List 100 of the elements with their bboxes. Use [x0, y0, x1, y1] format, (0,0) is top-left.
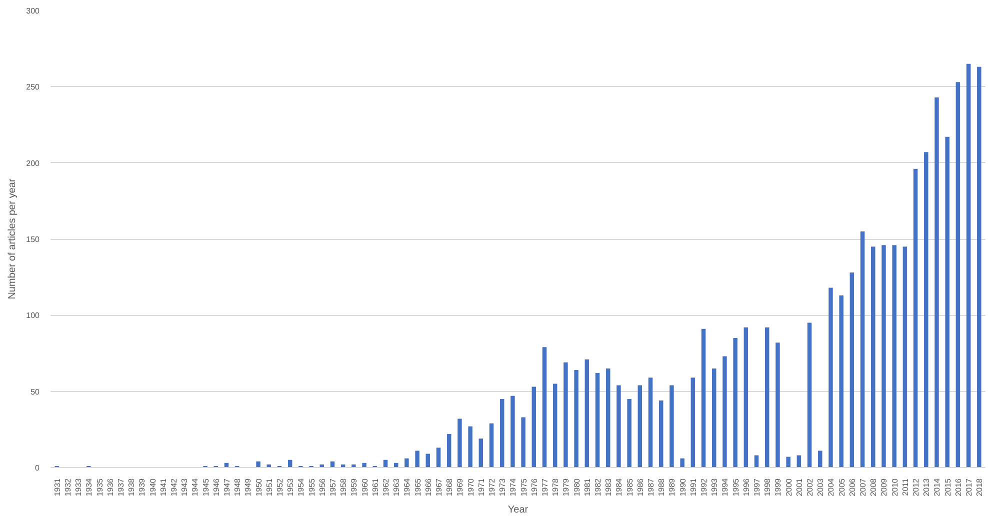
bar: [966, 64, 971, 468]
y-tick-label: 250: [26, 82, 40, 92]
x-tick-label: 2006: [848, 478, 857, 496]
x-tick-label: 1978: [551, 478, 560, 496]
x-tick-label: 1988: [657, 478, 666, 496]
x-tick-label: 1944: [190, 478, 200, 496]
bar: [712, 368, 716, 468]
bar: [765, 327, 770, 468]
x-tick-label: 1966: [424, 478, 433, 496]
x-tick-label: 1961: [370, 478, 380, 496]
x-tick-label: 2000: [784, 478, 794, 496]
x-tick-label: 2015: [943, 478, 952, 496]
x-tick-label: 2004: [826, 478, 836, 496]
bar: [860, 231, 865, 468]
x-tick-label: 1993: [710, 478, 720, 496]
x-tick-label: 1979: [562, 478, 571, 496]
bar: [807, 322, 812, 468]
x-tick-label: 2014: [932, 478, 942, 496]
bar: [902, 246, 908, 468]
bar: [542, 347, 547, 468]
x-tick-label: 1987: [646, 478, 656, 496]
x-tick-label: 2007: [858, 478, 868, 496]
x-tick-label: 1942: [169, 478, 178, 496]
x-tick-label: 1995: [731, 478, 740, 496]
bar: [446, 434, 452, 468]
x-tick-label: 2005: [837, 478, 846, 496]
x-tick-label: 1959: [350, 478, 359, 496]
x-tick-label: 2003: [816, 478, 826, 496]
x-tick-label: 1967: [434, 478, 444, 496]
x-tick-label: 2001: [794, 478, 804, 496]
bar: [606, 368, 610, 468]
bar: [256, 461, 260, 468]
y-tick-label: 200: [26, 158, 40, 168]
bar: [595, 373, 600, 468]
x-tick-label: 1998: [763, 478, 772, 496]
x-tick-label: 1984: [614, 478, 624, 496]
x-tick-label: 1971: [476, 478, 486, 496]
bar: [839, 295, 844, 468]
x-tick-label: 1946: [212, 478, 221, 496]
bar: [818, 450, 822, 468]
bar: [404, 458, 409, 468]
bar: [627, 398, 632, 468]
bar: [680, 458, 684, 468]
x-tick-label: 1936: [106, 478, 115, 496]
x-tick-label: 1977: [540, 478, 550, 496]
bar: [532, 386, 536, 468]
bar: [934, 97, 939, 468]
x-axis-title: Year: [508, 504, 529, 516]
bar: [744, 327, 748, 468]
x-tick-label: 1982: [594, 478, 603, 496]
y-axis-title: Number of articles per year: [7, 178, 18, 300]
x-tick-label: 1965: [413, 478, 422, 496]
bar: [670, 385, 674, 468]
x-tick-label: 1945: [201, 478, 210, 496]
x-tick-label: 1997: [752, 478, 762, 496]
x-tick-label: 1935: [95, 478, 104, 496]
bar: [701, 328, 706, 468]
x-tick-label: 1962: [381, 478, 390, 496]
x-tick-label: 2016: [954, 478, 963, 496]
x-tick-label: 1941: [158, 478, 168, 496]
x-tick-label: 1947: [222, 478, 232, 496]
x-tick-label: 1960: [360, 478, 370, 496]
x-tick-label: 1938: [127, 478, 136, 496]
x-tick-label: 1940: [148, 478, 158, 496]
bar: [500, 398, 504, 468]
x-tick-label: 1990: [678, 478, 688, 496]
bar: [871, 246, 876, 468]
x-tick-label: 1932: [63, 478, 72, 496]
bar: [786, 456, 790, 468]
x-tick-label: 1948: [233, 478, 242, 496]
x-tick-label: 1992: [700, 478, 709, 496]
x-tick-label: 1964: [402, 478, 412, 496]
x-tick-label: 1953: [286, 478, 296, 496]
bar: [574, 370, 578, 468]
x-tick-label: 1950: [254, 478, 264, 496]
bar: [584, 359, 590, 468]
x-tick-label: 1954: [296, 478, 306, 496]
x-tick-label: 2010: [890, 478, 900, 496]
bar: [458, 418, 462, 468]
bar: [776, 342, 780, 468]
x-tick-label: 1939: [138, 478, 147, 496]
x-tick-label: 1934: [84, 478, 94, 496]
x-tick-label: 1931: [52, 478, 62, 496]
bar: [733, 338, 738, 468]
x-tick-label: 1985: [625, 478, 634, 496]
x-tick-label: 1973: [498, 478, 508, 496]
y-tick-label: 50: [30, 387, 40, 396]
x-tick-label: 2012: [912, 478, 921, 496]
x-tick-label: 2013: [922, 478, 932, 496]
x-tick-label: 1976: [530, 478, 539, 496]
bar: [945, 136, 950, 468]
x-tick-label: 1989: [668, 478, 677, 496]
bar: [478, 438, 484, 468]
bar: [648, 378, 653, 468]
bar: [850, 272, 854, 468]
y-tick-label: 100: [26, 311, 40, 320]
x-tick-label: 1975: [519, 478, 528, 496]
x-tick-label: 1994: [720, 478, 730, 496]
bar: [510, 396, 515, 468]
x-tick-label: 1970: [466, 478, 476, 496]
